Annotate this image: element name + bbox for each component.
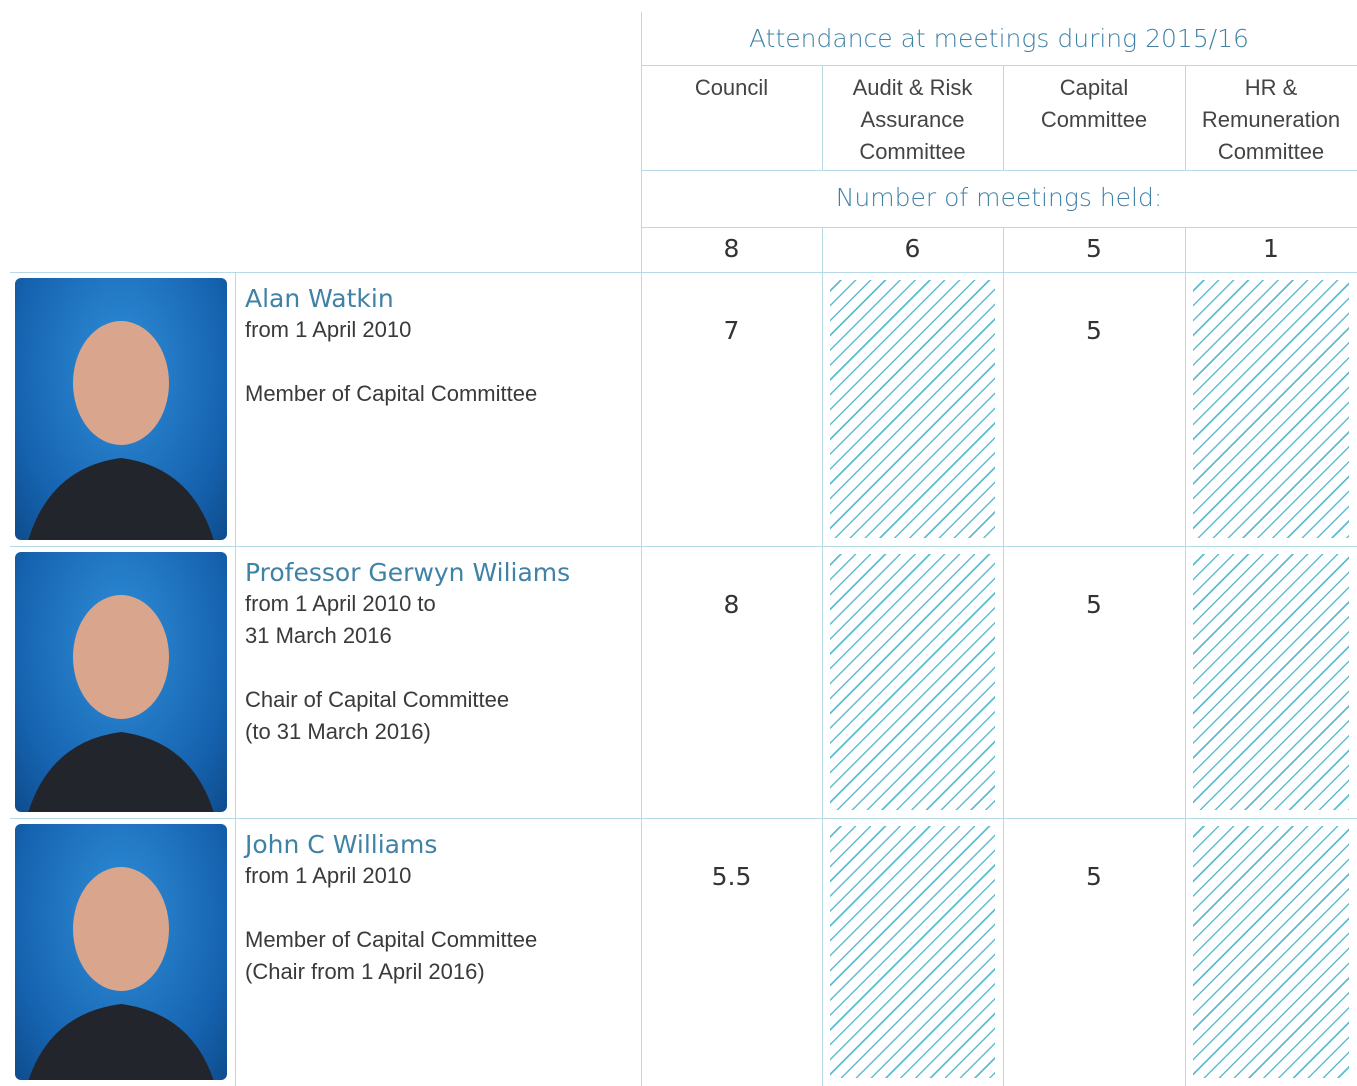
shoulders [28, 458, 214, 540]
shoulders [28, 1004, 214, 1080]
not-applicable [1193, 554, 1349, 810]
not-applicable [1193, 280, 1349, 538]
rule [641, 12, 642, 1086]
column-header: HR & Remuneration Committee [1185, 72, 1357, 168]
meetings-held: 5 [1086, 234, 1102, 263]
member-detail: from 1 April 2010 [245, 317, 412, 342]
table-title: Attendance at meetings during 2015/16 [749, 24, 1249, 53]
attendance: 7 [723, 316, 740, 345]
column-header-line: Capital [1059, 75, 1129, 100]
photo [15, 278, 227, 540]
not-applicable [830, 826, 995, 1078]
meetings-held: 8 [723, 234, 740, 263]
member-name: John C Williams [245, 830, 438, 859]
column-header-line: HR & [1244, 75, 1298, 100]
attendance: 8 [723, 590, 740, 619]
rule [641, 170, 1357, 171]
member-detail: from 1 April 2010 to [245, 591, 436, 616]
attendance: 5.5 [711, 862, 752, 891]
not-applicable [830, 554, 995, 810]
member-name: Alan Watkin [245, 284, 394, 313]
portrait [28, 867, 214, 1080]
face [73, 321, 169, 445]
rule [10, 272, 1357, 273]
rule [822, 65, 823, 170]
attendance: 5 [1086, 862, 1102, 891]
rule [1185, 227, 1186, 1086]
column-header-line: Council [694, 75, 769, 100]
photo [15, 552, 227, 812]
rule [1003, 227, 1004, 1086]
not-applicable [1193, 826, 1349, 1078]
member-detail: Member of Capital Committee [245, 927, 538, 952]
member-detail: (Chair from 1 April 2016) [245, 959, 485, 984]
face [73, 595, 169, 719]
member-detail: from 1 April 2010 [245, 863, 412, 888]
portrait [28, 595, 214, 812]
member-detail: Chair of Capital Committee [245, 687, 510, 712]
member-detail: 31 March 2016 [245, 623, 392, 648]
rule [235, 272, 236, 1086]
column-header-line: Audit & Risk [852, 75, 973, 100]
attendance: 5 [1086, 590, 1102, 619]
meetings-held: 6 [904, 234, 921, 263]
portrait [28, 321, 214, 540]
column-header-line: Remuneration [1201, 107, 1341, 132]
rule [10, 546, 1357, 547]
column-header: Audit & Risk Assurance Committee [822, 72, 1003, 168]
attendance: 5 [1086, 316, 1102, 345]
rule [641, 227, 1357, 228]
face [73, 867, 169, 991]
column-header-line: Assurance [860, 107, 965, 132]
column-header-line: Committee [1217, 139, 1325, 164]
rule [1003, 65, 1004, 170]
member-detail: Member of Capital Committee [245, 381, 538, 406]
rule [641, 65, 1357, 66]
column-header: Capital Committee [1003, 72, 1185, 136]
column-header: Council [641, 72, 822, 104]
rule [10, 818, 1357, 819]
column-header-line: Committee [1040, 107, 1148, 132]
photo [15, 824, 227, 1080]
rule [822, 227, 823, 1086]
column-header-line: Committee [859, 139, 966, 164]
meetings-held: 1 [1263, 234, 1279, 263]
member-name: Professor Gerwyn Wiliams [245, 558, 571, 587]
table-subtitle: Number of meetings held: [835, 183, 1163, 212]
rule [1185, 65, 1186, 170]
shoulders [28, 732, 214, 812]
member-detail: (to 31 March 2016) [245, 719, 431, 744]
not-applicable [830, 280, 995, 538]
